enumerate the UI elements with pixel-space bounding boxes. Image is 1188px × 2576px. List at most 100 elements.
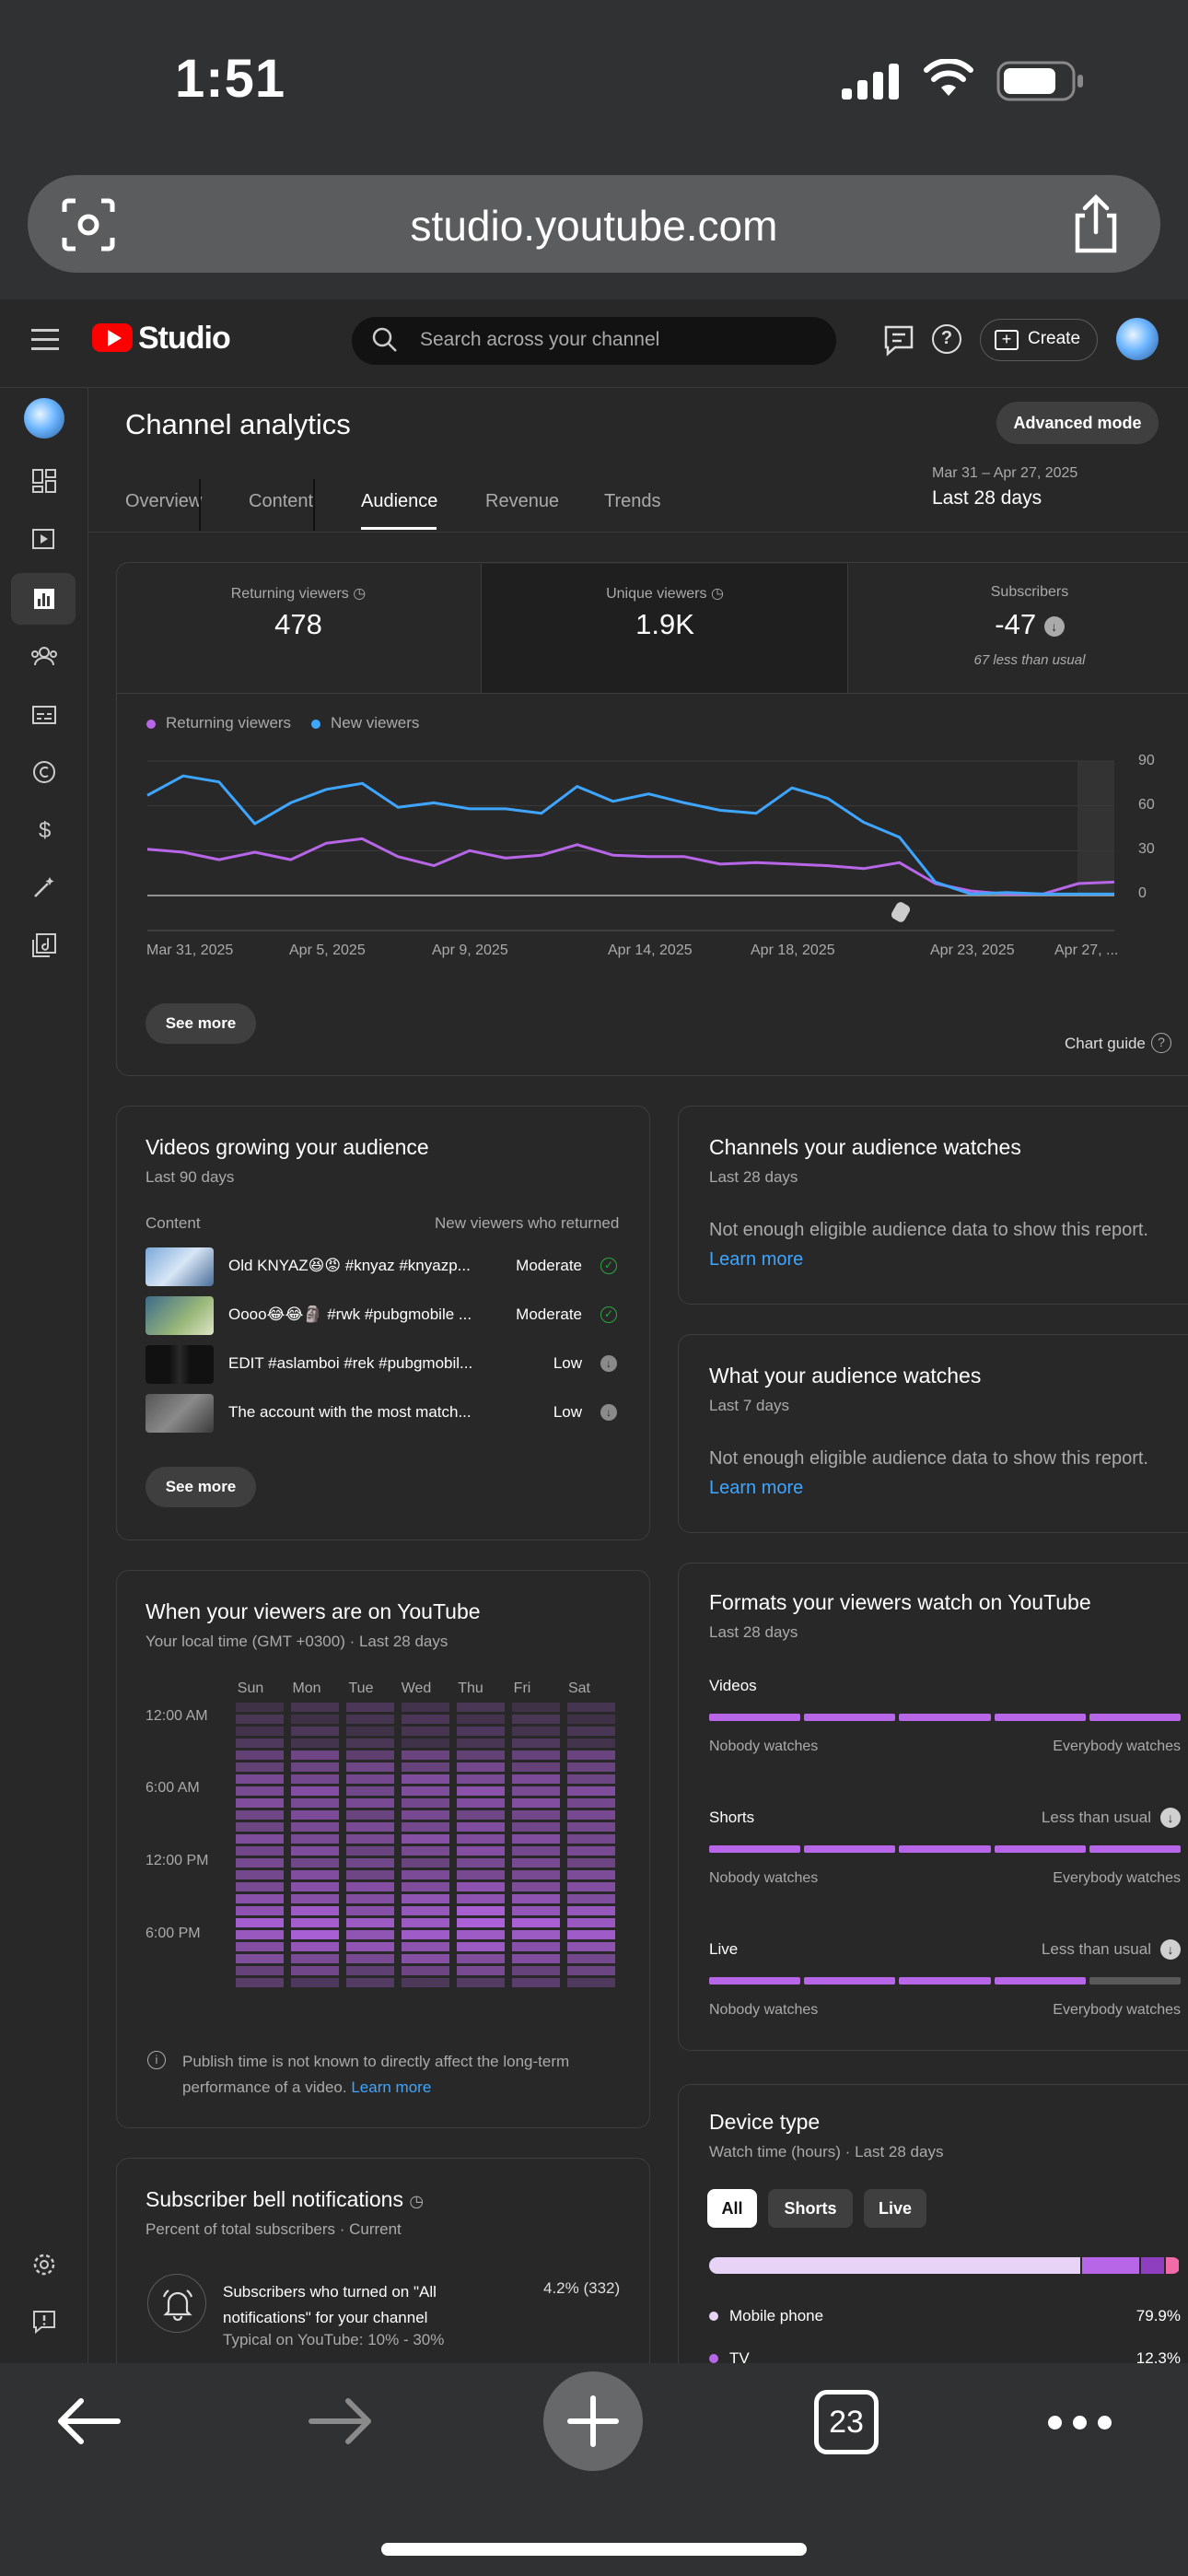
heatmap-cell xyxy=(291,1798,339,1808)
create-button[interactable] xyxy=(980,319,1098,361)
video-title[interactable]: Oooo😂😂🗿 #rwk #pubgmobile ... xyxy=(228,1306,472,1323)
card-title: Subscriber bell notifications ◷ xyxy=(146,2187,425,2211)
format-bar-segment xyxy=(709,1977,801,1985)
menu-icon[interactable] xyxy=(31,329,59,351)
see-more-button[interactable]: See more xyxy=(146,1003,256,1044)
tabs-button[interactable]: 23 xyxy=(814,2390,879,2454)
day-label: Tue xyxy=(348,1680,374,1696)
format-bar-segment xyxy=(994,1845,1086,1853)
chart-guide-link[interactable]: Chart guide xyxy=(1065,1035,1146,1052)
date-range-selector[interactable]: Last 28 days xyxy=(932,487,1042,509)
heatmap-cell xyxy=(457,1930,505,1939)
metric-subscribers-label[interactable]: Subscribers xyxy=(990,584,1069,600)
learn-more-link[interactable]: Learn more xyxy=(709,1478,804,1498)
search-input[interactable] xyxy=(352,317,836,365)
video-thumbnail[interactable] xyxy=(146,1345,214,1384)
community-icon[interactable] xyxy=(26,638,63,674)
tab-content[interactable]: Content xyxy=(249,491,314,511)
heatmap-cell xyxy=(236,1870,284,1879)
settings-icon[interactable] xyxy=(26,2246,63,2283)
tab-revenue[interactable]: Revenue xyxy=(485,491,560,511)
scale-low: Nobody watches xyxy=(709,2002,819,2018)
card-title: Device type xyxy=(709,2110,821,2134)
heatmap-cell xyxy=(457,1774,505,1784)
heatmap-cell xyxy=(402,1894,449,1903)
tab-divider xyxy=(313,479,315,531)
help-icon[interactable]: ? xyxy=(932,324,961,354)
heatmap-cell xyxy=(512,1918,560,1927)
send-feedback-icon[interactable] xyxy=(26,2303,63,2340)
see-more-button[interactable]: See more xyxy=(146,1467,256,1507)
heatmap-cell xyxy=(236,1858,284,1868)
heatmap-cell xyxy=(236,1774,284,1784)
heatmap-cell xyxy=(457,1727,505,1736)
copyright-icon[interactable] xyxy=(26,754,63,790)
audio-library-icon[interactable] xyxy=(26,927,63,964)
series-line-returning[interactable] xyxy=(146,837,1115,896)
analytics-icon[interactable] xyxy=(26,580,63,617)
metric-unique-label[interactable]: Unique viewers ◷ xyxy=(606,586,724,602)
learn-more-link[interactable]: Learn more xyxy=(351,2078,432,2096)
heatmap-cell xyxy=(346,1870,394,1879)
chip-shorts[interactable]: Shorts xyxy=(768,2189,853,2228)
legend-dot-returning xyxy=(146,720,156,729)
tab-overview[interactable]: Overview xyxy=(125,491,203,511)
heatmap-cell xyxy=(236,1906,284,1915)
chip-live[interactable]: Live xyxy=(864,2189,926,2228)
learn-more-link[interactable]: Learn more xyxy=(709,1249,804,1270)
url-bar[interactable]: studio.youtube.com xyxy=(28,175,1160,273)
more-dot[interactable] xyxy=(1098,2416,1112,2430)
advanced-mode-button[interactable]: Advanced mode xyxy=(996,402,1159,444)
metric-returning-label[interactable]: Returning viewers ◷ xyxy=(230,586,367,602)
video-title[interactable]: EDIT #aslamboi #rek #pubgmobil... xyxy=(228,1354,473,1372)
account-avatar[interactable] xyxy=(1116,318,1159,360)
heatmap-cell xyxy=(346,1703,394,1712)
video-thumbnail[interactable] xyxy=(146,1394,214,1433)
format-bar-segment xyxy=(804,1714,896,1721)
back-arrow-icon[interactable] xyxy=(55,2395,122,2447)
upload-marker-icon[interactable] xyxy=(890,900,912,923)
heatmap-cell xyxy=(567,1966,615,1975)
date-range-dates[interactable]: Mar 31 – Apr 27, 2025 xyxy=(932,465,1078,481)
viewers-line-chart[interactable] xyxy=(138,746,1188,977)
tab-audience[interactable]: Audience xyxy=(361,491,438,511)
feedback-icon[interactable] xyxy=(882,323,915,357)
heatmap-cell xyxy=(512,1858,560,1868)
forward-arrow-icon[interactable] xyxy=(308,2395,374,2447)
content-icon[interactable] xyxy=(26,521,63,557)
viewer-activity-heatmap[interactable] xyxy=(236,1703,617,1996)
format-bar-segment xyxy=(899,1714,991,1721)
day-label: Sat xyxy=(567,1680,590,1696)
customization-icon[interactable] xyxy=(26,869,63,906)
share-icon[interactable] xyxy=(1068,193,1124,254)
video-title[interactable]: The account with the most match... xyxy=(228,1403,472,1421)
video-title[interactable]: Old KNYAZ😆😡 #knyaz #knyazp... xyxy=(228,1257,471,1274)
heatmap-cell xyxy=(457,1966,505,1975)
heatmap-cell xyxy=(457,1894,505,1903)
heatmap-cell xyxy=(291,1882,339,1891)
heatmap-cell xyxy=(567,1810,615,1820)
more-dot[interactable] xyxy=(1073,2416,1087,2430)
video-thumbnail[interactable] xyxy=(146,1247,214,1286)
heatmap-cell xyxy=(457,1703,505,1712)
tab-trends[interactable]: Trends xyxy=(604,491,661,511)
camera-lens-icon[interactable] xyxy=(61,197,116,252)
video-thumbnail[interactable] xyxy=(146,1296,214,1335)
heatmap-cell xyxy=(291,1930,339,1939)
subtitles-icon[interactable] xyxy=(26,697,63,733)
heatmap-cell xyxy=(291,1762,339,1772)
heatmap-cell xyxy=(291,1739,339,1748)
format-bar-shorts xyxy=(709,1845,1182,1853)
earn-icon[interactable]: $ xyxy=(26,811,63,848)
more-dot[interactable] xyxy=(1048,2416,1062,2430)
heatmap-cell xyxy=(346,1751,394,1760)
help-icon[interactable]: ? xyxy=(1151,1033,1171,1053)
chip-all[interactable]: All xyxy=(707,2189,757,2228)
arrow-down-icon: ↓ xyxy=(1160,1808,1181,1828)
device-type-card xyxy=(678,2084,1188,2416)
heatmap-cell xyxy=(402,1715,449,1724)
heatmap-cell xyxy=(236,1894,284,1903)
series-line-new[interactable] xyxy=(146,774,1114,896)
dashboard-icon[interactable] xyxy=(26,463,63,499)
channel-avatar[interactable] xyxy=(24,398,64,439)
